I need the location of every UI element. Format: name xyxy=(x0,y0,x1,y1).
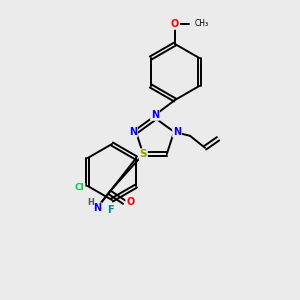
Text: S: S xyxy=(140,149,147,159)
Text: N: N xyxy=(173,127,181,137)
Text: O: O xyxy=(171,19,179,29)
Text: N: N xyxy=(93,203,101,213)
Text: H: H xyxy=(87,198,94,207)
Text: F: F xyxy=(107,205,113,215)
Text: N: N xyxy=(151,110,159,120)
Text: Cl: Cl xyxy=(75,184,85,193)
Text: CH₃: CH₃ xyxy=(195,20,209,28)
Text: N: N xyxy=(129,127,137,137)
Text: O: O xyxy=(126,197,134,207)
